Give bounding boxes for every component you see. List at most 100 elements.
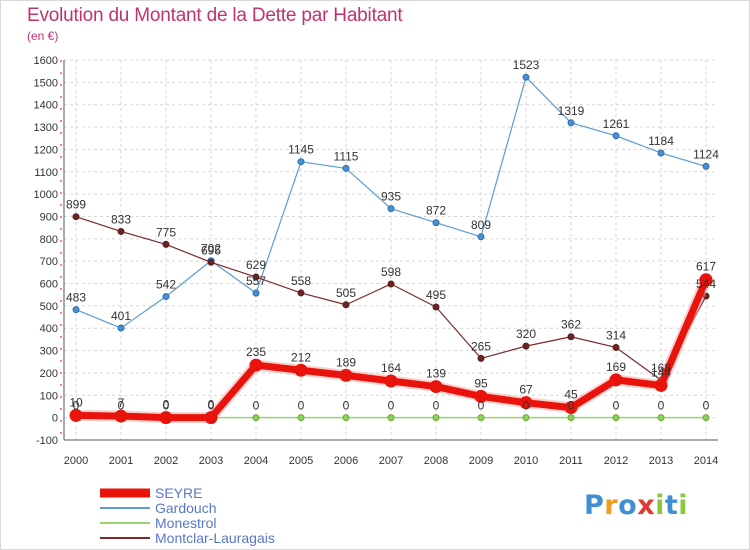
data-label-montclar-lauragais: 558 [291, 274, 311, 288]
y-tick-label: 500 [40, 301, 58, 313]
x-tick-label: 2014 [694, 455, 718, 467]
y-tick-label: 100 [40, 390, 58, 402]
data-label-gardouch: 1124 [693, 147, 719, 161]
data-label-montclar-lauragais: 833 [111, 212, 131, 226]
data-label-gardouch: 1115 [334, 149, 359, 163]
data-label-montclar-lauragais: 629 [246, 258, 266, 272]
data-point-montclar-lauragais [162, 240, 170, 248]
x-tick-label: 2002 [154, 455, 178, 467]
x-tick-label: 2013 [649, 455, 673, 467]
data-label-seyre: 617 [696, 260, 716, 274]
data-point-gardouch [702, 162, 710, 170]
chart-subtitle: (en €) [27, 29, 59, 43]
y-tick-label: 1100 [34, 167, 58, 179]
data-label-montclar-lauragais: 320 [516, 327, 536, 341]
legend-label-monestrol: Monestrol [155, 515, 216, 531]
data-label-montclar-lauragais: 775 [156, 225, 176, 239]
data-point-seyre [384, 374, 398, 388]
x-tick-label: 2003 [199, 455, 223, 467]
data-point-montclar-lauragais [207, 258, 215, 266]
data-label-seyre: 189 [336, 355, 356, 369]
x-tick-label: 2012 [604, 455, 628, 467]
y-tick-label: 0 [52, 413, 58, 425]
data-label-gardouch: 872 [426, 204, 446, 218]
y-tick-label: 1200 [34, 144, 58, 156]
data-label-monestrol: 0 [298, 399, 305, 413]
data-point-monestrol [477, 414, 485, 422]
data-label-monestrol: 0 [613, 399, 620, 413]
data-point-seyre [294, 363, 308, 377]
x-tick-label: 2008 [424, 455, 448, 467]
data-label-monestrol: 0 [253, 399, 260, 413]
data-label-monestrol: 0 [388, 399, 395, 413]
data-point-gardouch [522, 73, 530, 81]
legend-label-seyre: SEYRE [155, 485, 202, 501]
data-label-montclar-lauragais: 362 [561, 318, 581, 332]
data-label-seyre: 235 [246, 345, 266, 359]
data-label-gardouch: 483 [66, 291, 86, 305]
x-tick-label: 2006 [334, 455, 358, 467]
data-label-gardouch: 809 [471, 218, 491, 232]
data-point-seyre [339, 368, 353, 382]
data-point-gardouch [162, 292, 170, 300]
data-label-monestrol: 0 [433, 399, 440, 413]
data-point-monestrol [612, 414, 620, 422]
data-point-seyre [699, 273, 713, 287]
data-point-montclar-lauragais [342, 301, 350, 309]
logo-letter: t [664, 490, 679, 521]
legend-label-montclar-lauragais: Montclar-Lauragais [155, 530, 275, 546]
data-point-gardouch [252, 289, 260, 297]
proxiti-logo: Proxiti [584, 490, 688, 521]
data-point-seyre [519, 396, 533, 410]
x-tick-label: 2010 [514, 455, 538, 467]
data-point-monestrol [702, 414, 710, 422]
data-label-gardouch: 1261 [603, 117, 630, 131]
data-point-seyre [654, 378, 668, 392]
data-label-monestrol: 0 [658, 399, 665, 413]
data-label-gardouch: 935 [381, 190, 401, 204]
data-point-gardouch [477, 233, 485, 241]
data-point-montclar-lauragais [252, 273, 260, 281]
data-point-monestrol [522, 414, 530, 422]
data-label-montclar-lauragais: 598 [381, 265, 401, 279]
data-point-monestrol [432, 414, 440, 422]
data-label-seyre: 169 [606, 360, 626, 374]
data-point-montclar-lauragais [117, 227, 125, 235]
data-label-monestrol: 0 [73, 399, 80, 413]
data-label-monestrol: 0 [703, 399, 710, 413]
data-point-montclar-lauragais [432, 303, 440, 311]
x-tick-label: 2004 [244, 455, 268, 467]
data-point-gardouch [342, 164, 350, 172]
y-tick-label: 900 [40, 211, 58, 223]
data-point-gardouch [612, 132, 620, 140]
data-point-montclar-lauragais [387, 280, 395, 288]
y-tick-label: 1300 [34, 122, 58, 134]
data-label-montclar-lauragais: 495 [426, 288, 446, 302]
data-label-monestrol: 0 [568, 399, 575, 413]
data-label-seyre: 212 [291, 350, 311, 364]
x-tick-label: 2011 [559, 455, 583, 467]
data-label-gardouch: 542 [156, 277, 176, 291]
data-label-monestrol: 0 [163, 399, 170, 413]
logo-letter: r [604, 490, 619, 521]
data-point-gardouch [567, 119, 575, 127]
data-point-montclar-lauragais [72, 213, 80, 221]
data-point-seyre [159, 411, 173, 425]
logo-letter: x [637, 490, 656, 521]
data-point-seyre [249, 358, 263, 372]
y-tick-label: 400 [40, 323, 58, 335]
data-point-seyre [609, 373, 623, 387]
x-tick-label: 2009 [469, 455, 493, 467]
y-tick-label: 1500 [34, 77, 58, 89]
y-tick-label: -100 [36, 435, 58, 447]
data-label-seyre: 0 [208, 398, 215, 412]
y-tick-label: 700 [40, 256, 58, 268]
data-label-gardouch: 1184 [648, 134, 674, 148]
data-point-montclar-lauragais [477, 354, 485, 362]
data-point-montclar-lauragais [567, 333, 575, 341]
data-label-gardouch: 1319 [558, 104, 585, 118]
data-label-seyre: 45 [564, 388, 578, 402]
y-tick-label: 1000 [34, 189, 58, 201]
data-point-montclar-lauragais [612, 343, 620, 351]
data-label-monestrol: 0 [208, 399, 215, 413]
